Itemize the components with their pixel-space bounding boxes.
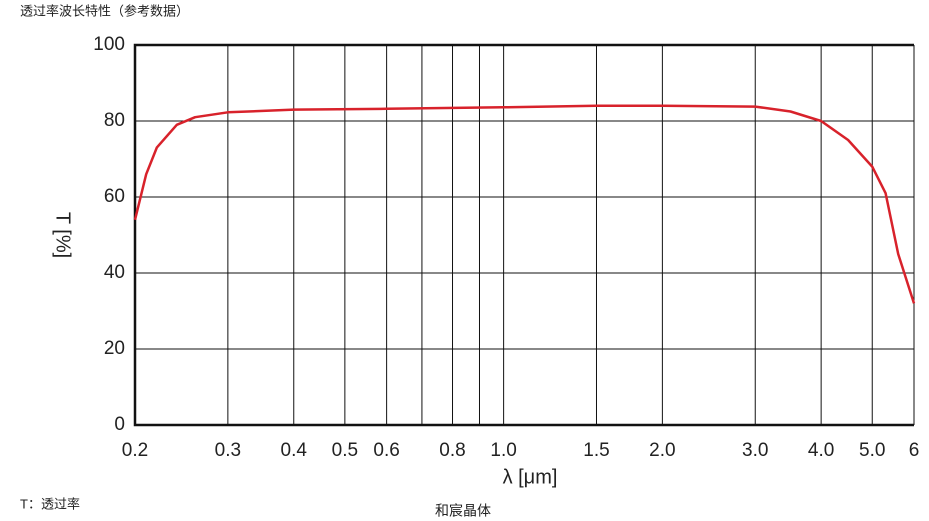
x-tick-label: 0.5: [332, 440, 358, 461]
y-tick-label: 40: [104, 262, 125, 283]
transmission-curve: [133, 104, 916, 304]
x-tick-label: 4.0: [808, 440, 834, 461]
y-tick-label: 100: [93, 34, 125, 55]
x-tick-label: 6: [909, 440, 920, 461]
x-tick-label: 5.0: [859, 440, 885, 461]
chart-title: 透过率波长特性（参考数据）: [20, 3, 189, 18]
x-tick-label: 1.0: [490, 440, 516, 461]
x-tick-label: 0.8: [439, 440, 465, 461]
x-tick-label: 3.0: [742, 440, 768, 461]
note: T：透过率: [20, 496, 80, 511]
x-tick-label: 2.0: [649, 440, 675, 461]
brand: 和宸晶体: [435, 503, 491, 519]
x-tick-label: 0.4: [281, 440, 308, 461]
x-axis-label: λ [μm]: [503, 466, 558, 488]
x-tick-label: 0.6: [373, 440, 399, 461]
x-tick-label: 1.5: [583, 440, 609, 461]
y-tick-label: 20: [104, 338, 125, 359]
y-axis-label: T [%]: [52, 212, 74, 258]
axis-frame: [133, 43, 914, 427]
y-tick-label: 60: [104, 186, 125, 207]
x-tick-label: 0.3: [215, 440, 241, 461]
x-tick-label: 0.2: [122, 440, 148, 461]
y-tick-label: 0: [114, 414, 125, 435]
y-tick-label: 80: [104, 110, 125, 131]
